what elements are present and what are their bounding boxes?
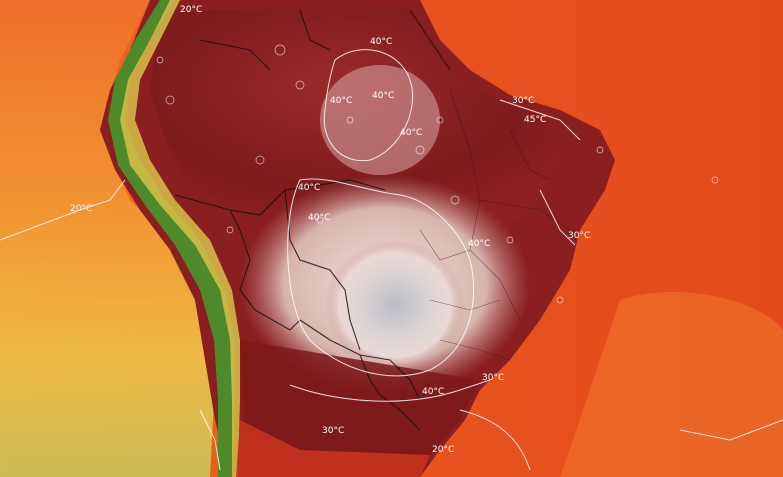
isotherm-label: 40°C — [298, 183, 320, 193]
isotherm-label: 30°C — [322, 426, 344, 436]
country-borders — [174, 9, 451, 431]
isotherm-label: 30°C — [482, 373, 504, 383]
isotherm-label: 40°C — [400, 128, 422, 138]
isotherm-label: 40°C — [468, 239, 490, 249]
isotherm-label: 40°C — [422, 387, 444, 397]
southern-hot-band — [240, 340, 480, 455]
isotherm-label: 20°C — [70, 204, 92, 214]
isotherm-lines — [0, 49, 783, 471]
isotherm-label: 45°C — [524, 115, 546, 125]
state-borders — [419, 89, 571, 361]
atlantic-warm-patch — [560, 291, 783, 477]
pacific-ocean — [0, 0, 215, 477]
peak-heat-core — [325, 240, 465, 370]
isotherm-label: 20°C — [180, 5, 202, 15]
isotherm-label: 30°C — [568, 231, 590, 241]
isotherm-label: 40°C — [308, 213, 330, 223]
isotherm-label-group: 20°C 40°C 40°C 40°C 40°C 30°C 45°C 40°C … — [70, 5, 590, 455]
isotherm-label: 30°C — [512, 96, 534, 106]
argentina-warm-band — [236, 420, 430, 477]
andes-mountains — [108, 0, 235, 477]
isotherm-label: 40°C — [372, 91, 394, 101]
isotherm-label: 40°C — [370, 37, 392, 47]
contour-speckles — [156, 44, 719, 304]
isotherm-label: 40°C — [330, 96, 352, 106]
isotherm-label: 20°C — [432, 445, 454, 455]
amazon-pale-patch — [320, 65, 440, 175]
